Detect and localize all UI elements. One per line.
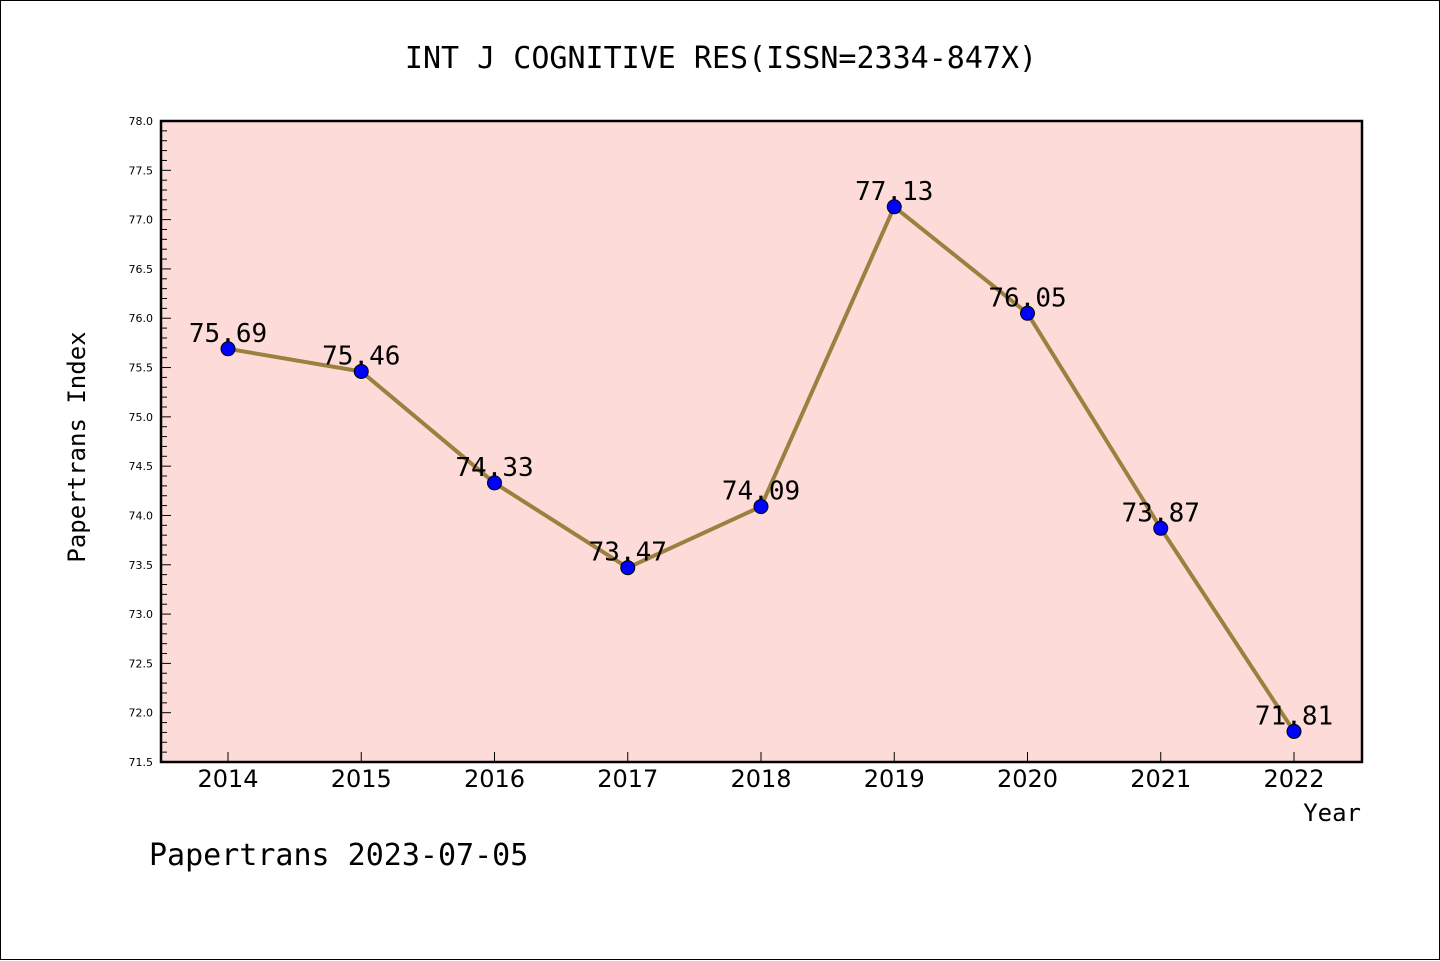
x-tick-label: 2021: [1130, 765, 1191, 793]
x-tick-label: 2016: [464, 765, 525, 793]
data-label: 73.47: [589, 538, 667, 568]
y-tick-label: 78.0: [129, 115, 154, 128]
x-axis-ticks: 2014 2015 2016 2017 2018 2019 2020 2021 2022: [197, 752, 1325, 793]
y-tick-label: 71.5: [129, 756, 154, 769]
x-tick-label: 2018: [730, 765, 791, 793]
data-label: 77.13: [855, 177, 933, 207]
data-point: [753, 499, 769, 515]
y-tick-label: 74.5: [129, 460, 154, 473]
series: [220, 199, 1302, 739]
y-tick-label: 73.5: [129, 559, 154, 572]
data-label: 71.81: [1255, 701, 1333, 731]
y-axis-label: Papertrans Index: [63, 331, 91, 562]
chart-title: INT J COGNITIVE RES(ISSN=2334-847X): [405, 41, 1037, 76]
data-label: 74.09: [722, 477, 800, 507]
footer-text: Papertrans 2023-07-05: [149, 838, 528, 873]
y-tick-label: 76.5: [129, 263, 154, 276]
x-tick-label: 2020: [997, 765, 1058, 793]
x-tick-label: 2022: [1263, 765, 1324, 793]
y-axis-ticks: 71.5 72.0 72.5 73.0 73.5 74.0 74.5 75.0 75.5 76.0…: [129, 115, 171, 769]
y-tick-label: 73.0: [129, 608, 154, 621]
data-point: [1153, 520, 1169, 536]
data-point: [353, 363, 369, 379]
x-tick-label: 2014: [197, 765, 258, 793]
data-point: [886, 199, 902, 215]
x-tick-label: 2019: [864, 765, 925, 793]
y-tick-label: 72.5: [129, 657, 154, 670]
y-tick-label: 74.0: [129, 509, 154, 522]
x-tick-label: 2015: [331, 765, 392, 793]
data-point: [620, 560, 636, 576]
data-point: [487, 475, 502, 491]
y-tick-label: 75.5: [129, 362, 154, 375]
x-axis-label: Year: [1303, 799, 1361, 827]
data-label: 75.69: [189, 319, 267, 349]
y-tick-label: 75.0: [129, 411, 154, 424]
data-label: 74.33: [455, 453, 533, 483]
y-tick-label: 76.0: [129, 312, 154, 325]
data-point: [1286, 723, 1302, 739]
plot-area: [161, 121, 1362, 762]
y-tick-label: 72.0: [129, 707, 154, 720]
data-label: 73.87: [1122, 498, 1200, 528]
data-point: [1020, 305, 1035, 321]
x-tick-label: 2017: [597, 765, 658, 793]
data-point: [220, 341, 236, 357]
data-label: 76.05: [988, 283, 1066, 313]
data-label: 75.46: [322, 341, 400, 371]
data-labels: 75.69 75.46 74.33 73.47 74.09 77.13 76.05 73.87…: [189, 177, 1333, 732]
y-tick-label: 77.5: [129, 164, 154, 177]
y-tick-label: 77.0: [129, 214, 154, 227]
